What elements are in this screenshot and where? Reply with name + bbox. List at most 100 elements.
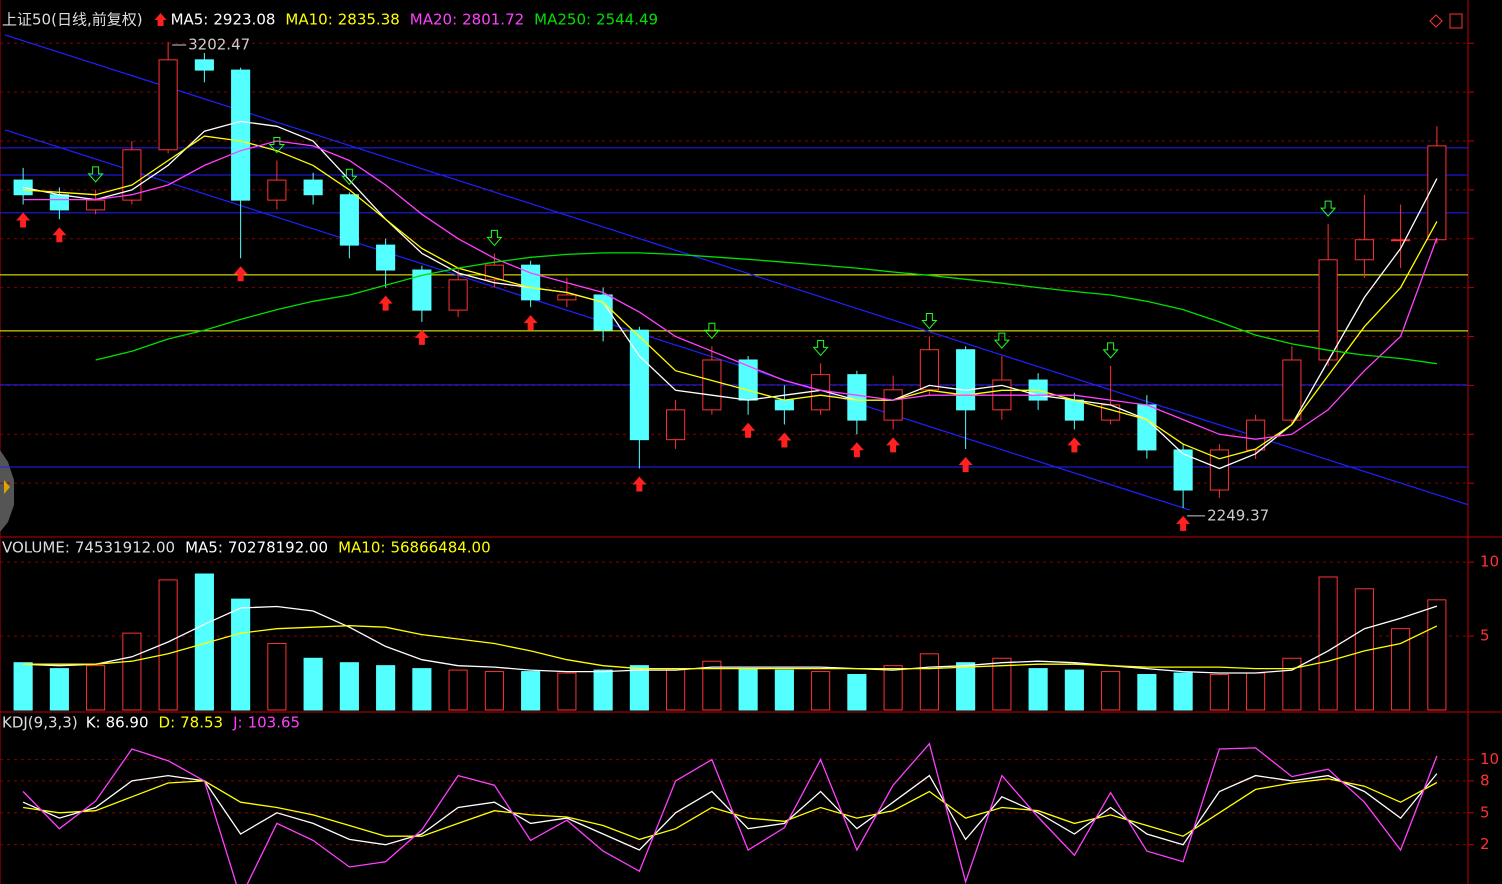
volume-bar (774, 669, 794, 711)
buy-arrow (849, 442, 864, 458)
candle-body (1282, 359, 1302, 421)
sell-arrow (812, 339, 829, 357)
volume-bar (811, 671, 831, 711)
volume-bar (521, 671, 541, 711)
candle-body (1173, 449, 1193, 491)
side-tab-arrow (4, 480, 10, 494)
candle-body (1137, 404, 1157, 451)
candle-body (956, 349, 976, 411)
candle-body (1427, 145, 1447, 241)
candle-body (158, 59, 178, 151)
volume-bar (1101, 671, 1121, 711)
candle-body (1064, 399, 1084, 421)
volume-bar (702, 660, 722, 711)
candle-body (339, 194, 359, 246)
sell-arrow (1320, 200, 1337, 217)
volume-bar (1282, 657, 1302, 711)
sell-arrow (87, 166, 104, 183)
candle-body (376, 244, 396, 271)
volume-bar (158, 579, 178, 711)
volume-bar (376, 665, 396, 711)
buy-arrow (777, 432, 792, 448)
volume-bar (49, 668, 69, 711)
candle-body (231, 69, 251, 201)
volume-bar (1391, 628, 1411, 711)
legend-value: 2544.49 (596, 11, 658, 29)
y-tick-label: 10 (1480, 750, 1499, 768)
volume-bar (231, 598, 251, 711)
legend-name: MA5: (185, 539, 223, 557)
ma-line (22, 120, 1438, 470)
kdj-line (22, 773, 1438, 851)
volume-bar (194, 573, 214, 711)
buy-arrow (886, 437, 901, 453)
volume-bar (1209, 674, 1229, 711)
legend-name: MA20: (410, 11, 457, 29)
candle-body (1391, 239, 1411, 242)
y-tick-label: 5 (1480, 627, 1490, 645)
volume-bar (919, 653, 939, 711)
legend-name: MA5: (171, 11, 209, 29)
candle-body (412, 269, 432, 311)
volume-bar (1427, 599, 1447, 711)
volume-bar (557, 672, 577, 711)
buy-arrow (1067, 437, 1082, 453)
candle-body (194, 59, 214, 71)
volume-bar (666, 668, 686, 711)
buy-arrow (958, 456, 973, 472)
sell-arrow (993, 332, 1010, 349)
y-tick-label: 2 (1480, 835, 1490, 853)
buy-arrow (414, 329, 429, 345)
toolbar-icon[interactable] (1429, 14, 1443, 28)
volume-bar (484, 671, 504, 711)
buy-arrow (741, 422, 756, 438)
volume-bar (339, 662, 359, 711)
buy-arrow (523, 315, 538, 331)
low-annotation: 2249.37 (1207, 506, 1269, 524)
y-tick-label: 8 (1480, 771, 1490, 789)
sell-arrow (921, 313, 938, 330)
side-tab[interactable] (0, 450, 14, 532)
volume-bar (956, 662, 976, 711)
volume-bar (1064, 669, 1084, 711)
legend-name: MA10: (338, 539, 385, 557)
candle-body (557, 294, 577, 301)
toolbar-icon[interactable] (1449, 13, 1463, 29)
volume-bar (847, 674, 867, 711)
legend-value: 56866484.00 (390, 539, 490, 557)
candle-body (774, 399, 794, 411)
legend-name: K: (86, 714, 101, 732)
legend-value: 103.65 (248, 714, 301, 732)
candle-body (883, 389, 903, 421)
sell-arrow (268, 137, 285, 154)
volume-bar (13, 662, 33, 711)
volume-ma-line (23, 605, 1438, 674)
volume-bar (1028, 668, 1048, 711)
kdj-line (23, 778, 1438, 841)
buy-arrow (1176, 515, 1191, 531)
legend-value: 70278192.00 (228, 539, 328, 557)
candle-body (267, 179, 287, 201)
buy-arrow (233, 266, 248, 282)
volume-bar (412, 668, 432, 711)
legend-value: 2923.08 (213, 11, 275, 29)
candle-body (49, 194, 69, 211)
buy-arrow (632, 476, 647, 492)
candle-body (1354, 239, 1374, 261)
legend-name: MA250: (534, 11, 591, 29)
candle-body (303, 179, 323, 196)
volume-ma-line (23, 625, 1438, 670)
volume-bar (1246, 672, 1266, 711)
volume-bar (883, 665, 903, 711)
candle-body (593, 294, 613, 331)
buy-arrow (52, 227, 67, 243)
volume-bar (267, 642, 287, 711)
y-tick-label: 10 (1480, 553, 1499, 571)
volume-bar (629, 665, 649, 711)
volume-bar (303, 657, 323, 711)
volume-bar (122, 632, 142, 711)
legend-value: 78.53 (180, 714, 223, 732)
legend-name: D: (159, 714, 176, 732)
